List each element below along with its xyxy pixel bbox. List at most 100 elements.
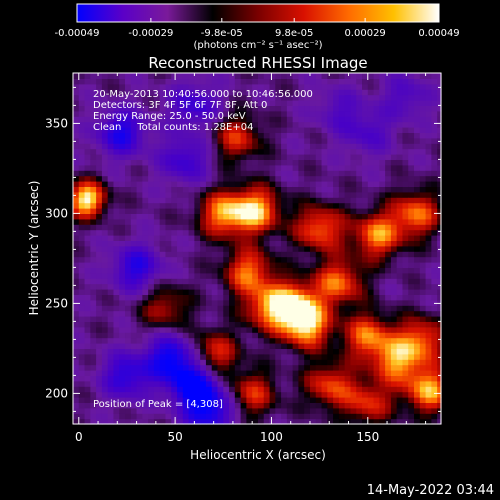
- heatmap-cell: [73, 294, 80, 301]
- heatmap-cell: [229, 380, 236, 387]
- heatmap-cell: [327, 78, 334, 85]
- heatmap-cell: [269, 310, 276, 317]
- heatmap-cell: [148, 73, 155, 79]
- heatmap-cell: [437, 316, 442, 322]
- heatmap-cell: [321, 348, 328, 355]
- heatmap-cell: [165, 110, 172, 117]
- heatmap-cell: [309, 197, 317, 204]
- heatmap-cell: [148, 213, 155, 220]
- heatmap-cell: [373, 370, 380, 376]
- heatmap-cell: [188, 364, 195, 371]
- colorbar-unit-label: (photons cm⁻² s⁻¹ asec⁻²): [193, 40, 322, 51]
- heatmap-cell: [437, 224, 442, 231]
- heatmap-cell: [113, 321, 120, 328]
- heatmap-cell: [281, 245, 288, 252]
- heatmap-cell: [431, 240, 438, 247]
- heatmap-cell: [188, 208, 195, 214]
- heatmap-cell: [367, 170, 375, 177]
- heatmap-cell: [159, 348, 167, 355]
- heatmap-cell: [385, 348, 392, 355]
- heatmap-cell: [177, 251, 184, 258]
- heatmap-cell: [379, 218, 386, 225]
- heatmap-cell: [263, 251, 271, 258]
- heatmap-cell: [356, 208, 363, 214]
- heatmap-cell: [385, 272, 392, 279]
- heatmap-cell: [402, 391, 409, 398]
- heatmap-cell: [205, 154, 213, 160]
- heatmap-cell: [286, 159, 294, 166]
- heatmap-cell: [385, 197, 392, 204]
- heatmap-cell: [402, 208, 409, 214]
- heatmap-cell: [281, 154, 288, 160]
- heatmap-cell: [292, 154, 300, 160]
- heatmap-cell: [165, 326, 172, 333]
- heatmap-cell: [338, 310, 346, 317]
- heatmap-cell: [142, 289, 149, 295]
- heatmap-cell: [390, 402, 398, 409]
- heatmap-cell: [333, 386, 340, 393]
- heatmap-cell: [223, 256, 230, 263]
- heatmap-cell: [309, 191, 317, 198]
- heatmap-cell: [304, 175, 311, 182]
- heatmap-cell: [188, 283, 195, 290]
- heatmap-cell: [153, 164, 161, 171]
- heatmap-cell: [159, 78, 167, 85]
- heatmap-cell: [367, 413, 375, 420]
- heatmap-cell: [171, 94, 178, 101]
- heatmap-cell: [344, 316, 352, 322]
- heatmap-cell: [130, 110, 138, 117]
- heatmap-cell: [73, 164, 80, 171]
- heatmap-cell: [275, 262, 282, 268]
- heatmap-cell: [419, 170, 427, 177]
- heatmap-cell: [321, 191, 328, 198]
- heatmap-cell: [142, 78, 149, 85]
- heatmap-cell: [385, 105, 392, 112]
- heatmap-cell: [136, 218, 143, 225]
- heatmap-cell: [419, 375, 427, 382]
- heatmap-cell: [402, 348, 409, 355]
- heatmap-cell: [263, 370, 271, 376]
- heatmap-cell: [252, 305, 259, 312]
- heatmap-cell: [182, 364, 190, 371]
- heatmap-cell: [188, 175, 195, 182]
- heatmap-cell: [136, 83, 143, 90]
- heatmap-cell: [269, 186, 276, 193]
- heatmap-cell: [217, 229, 224, 236]
- heatmap-cell: [217, 208, 224, 214]
- heatmap-cell: [240, 272, 247, 279]
- heatmap-cell: [119, 418, 126, 425]
- heatmap-cell: [125, 289, 132, 295]
- heatmap-cell: [142, 208, 149, 214]
- heatmap-cell: [408, 326, 415, 333]
- heatmap-cell: [125, 245, 132, 252]
- heatmap-cell: [153, 89, 161, 96]
- heatmap-cell: [223, 380, 230, 387]
- heatmap-cell: [125, 337, 132, 344]
- heatmap-cell: [333, 224, 340, 231]
- heatmap-cell: [275, 321, 282, 328]
- heatmap-cell: [223, 170, 230, 177]
- heatmap-cell: [414, 299, 421, 306]
- heatmap-cell: [182, 343, 190, 349]
- heatmap-cell: [298, 159, 305, 166]
- heatmap-cell: [385, 116, 392, 123]
- heatmap-cell: [333, 78, 340, 85]
- heatmap-cell: [200, 289, 207, 295]
- heatmap-cell: [338, 316, 346, 322]
- heatmap-cell: [240, 224, 247, 231]
- heatmap-cell: [229, 305, 236, 312]
- heatmap-cell: [309, 121, 317, 128]
- heatmap-cell: [414, 245, 421, 252]
- heatmap-cell: [119, 105, 126, 112]
- heatmap-cell: [84, 175, 91, 182]
- heatmap-cell: [165, 127, 172, 133]
- heatmap-cell: [153, 186, 161, 193]
- heatmap-cell: [321, 83, 328, 90]
- heatmap-cell: [107, 321, 115, 328]
- heatmap-cell: [402, 132, 409, 139]
- heatmap-cell: [385, 218, 392, 225]
- heatmap-cell: [130, 251, 138, 258]
- heatmap-cell: [402, 316, 409, 322]
- heatmap-cell: [292, 116, 300, 123]
- heatmap-cell: [356, 132, 363, 139]
